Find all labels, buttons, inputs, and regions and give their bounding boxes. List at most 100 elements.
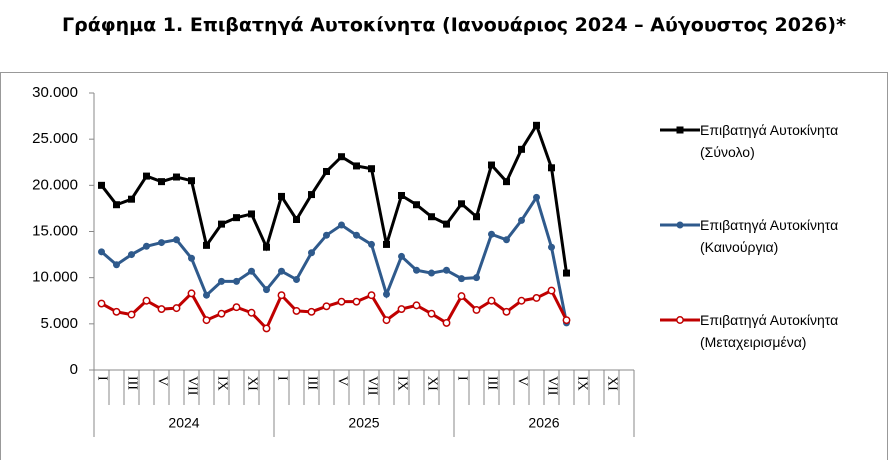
- marker: [277, 291, 286, 300]
- marker: [353, 162, 360, 170]
- x-tick-label: V: [154, 376, 169, 386]
- marker: [203, 291, 210, 299]
- marker: [217, 309, 226, 318]
- x-tick-label: XI: [424, 376, 439, 391]
- legend-marker: [676, 221, 684, 229]
- marker: [248, 267, 255, 275]
- marker: [353, 231, 360, 239]
- marker: [487, 296, 496, 305]
- chart-frame: [0, 72, 888, 460]
- marker: [428, 213, 435, 221]
- y-tick-label: 15.000: [32, 222, 78, 239]
- x-tick-label: III: [304, 376, 319, 390]
- marker: [157, 305, 166, 314]
- marker: [142, 296, 151, 305]
- marker: [397, 305, 406, 314]
- marker: [488, 230, 495, 238]
- marker: [203, 241, 210, 249]
- y-tick-label: 20.000: [32, 176, 78, 193]
- x-tick-label: I: [94, 376, 109, 381]
- marker: [533, 193, 540, 201]
- series-line: [100, 121, 568, 274]
- marker: [412, 301, 421, 310]
- marker: [278, 267, 285, 275]
- x-tick-label: IX: [394, 376, 409, 391]
- marker: [473, 274, 480, 282]
- x-group-label: 2024: [168, 415, 199, 431]
- marker: [368, 165, 375, 173]
- marker: [352, 297, 361, 306]
- x-tick-label: XI: [604, 376, 619, 391]
- legend-marker: [676, 126, 684, 134]
- marker: [323, 167, 330, 175]
- x-tick-label: VII: [544, 376, 559, 396]
- marker: [413, 266, 420, 274]
- y-tick-label: 25.000: [32, 130, 78, 147]
- marker: [173, 173, 180, 181]
- x-group-label: 2025: [348, 415, 379, 431]
- x-tick-label: IX: [574, 376, 589, 391]
- marker: [532, 294, 541, 302]
- marker: [143, 242, 150, 250]
- marker: [502, 307, 511, 316]
- x-tick-label: V: [334, 376, 349, 386]
- marker: [202, 316, 211, 325]
- x-tick-label: I: [454, 376, 469, 381]
- marker: [98, 181, 105, 189]
- marker: [562, 316, 571, 325]
- y-tick-label: 10.000: [32, 269, 78, 286]
- marker: [442, 318, 451, 327]
- marker: [548, 164, 555, 172]
- marker: [488, 161, 495, 169]
- marker: [172, 304, 181, 313]
- marker: [443, 266, 450, 274]
- marker: [308, 249, 315, 257]
- marker: [187, 289, 196, 298]
- x-tick-label: VII: [364, 376, 379, 396]
- marker: [322, 302, 331, 311]
- marker: [518, 216, 525, 224]
- marker: [547, 286, 556, 295]
- legend-marker: [676, 316, 684, 324]
- x-tick-label: I: [274, 376, 289, 381]
- marker: [263, 243, 270, 251]
- marker: [233, 277, 240, 285]
- marker: [293, 276, 300, 284]
- x-tick-label: VII: [184, 376, 199, 396]
- marker: [338, 221, 345, 229]
- marker: [398, 191, 405, 199]
- marker: [232, 303, 241, 312]
- marker: [112, 307, 121, 316]
- marker: [128, 195, 135, 203]
- marker: [293, 215, 300, 223]
- marker: [323, 231, 330, 239]
- marker: [533, 121, 540, 129]
- marker: [278, 192, 285, 200]
- marker: [188, 254, 195, 262]
- marker: [458, 200, 465, 208]
- legend-label: Επιβατηγά Αυτοκίνητα (Μεταχειρισμένα): [700, 312, 839, 350]
- marker: [98, 248, 105, 256]
- x-group-label: 2026: [528, 415, 559, 431]
- y-tick-label: 0: [70, 361, 78, 378]
- marker: [427, 309, 436, 318]
- marker: [158, 239, 165, 247]
- legend-label: Επιβατηγά Αυτοκίνητα (Καινούργια): [700, 217, 839, 255]
- marker: [413, 201, 420, 209]
- marker: [158, 178, 165, 186]
- marker: [308, 191, 315, 199]
- marker: [128, 251, 135, 259]
- marker: [338, 153, 345, 161]
- marker: [503, 178, 510, 186]
- y-tick-label: 5.000: [40, 315, 78, 332]
- marker: [398, 252, 405, 260]
- x-tick-label: III: [124, 376, 139, 390]
- marker: [263, 286, 270, 294]
- chart-title: Γράφημα 1. Επιβατηγά Αυτοκίνητα (Ιανουάρ…: [62, 14, 847, 36]
- marker: [113, 201, 120, 209]
- marker: [218, 277, 225, 285]
- marker: [337, 297, 346, 306]
- x-tick-label: V: [514, 376, 529, 386]
- marker: [368, 240, 375, 248]
